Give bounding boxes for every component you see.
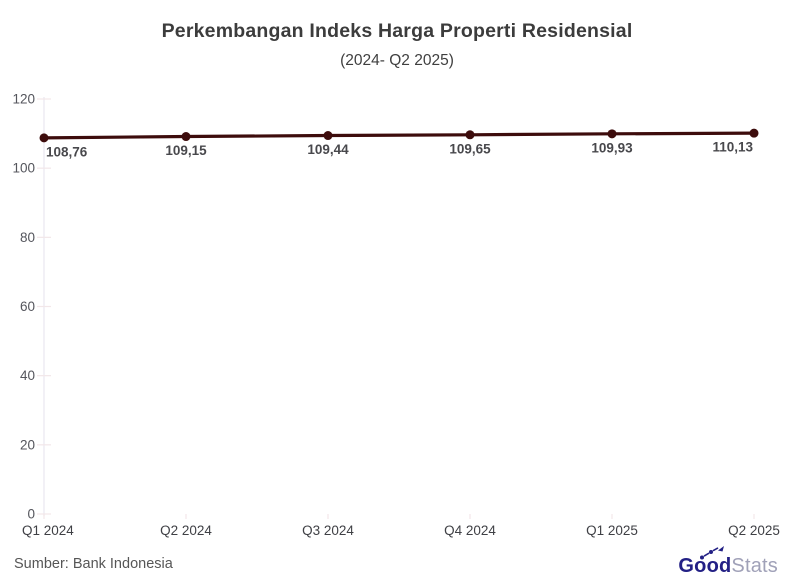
data-point-label: 109,44 xyxy=(307,142,349,157)
y-tick-label: 60 xyxy=(20,299,35,314)
y-tick-label: 100 xyxy=(12,161,35,176)
data-point xyxy=(465,130,475,140)
data-point xyxy=(39,133,49,143)
x-tick-label: Q2 2025 xyxy=(728,523,780,538)
data-point xyxy=(181,132,191,142)
data-point-label: 109,15 xyxy=(165,143,207,158)
x-tick-label: Q1 2024 xyxy=(22,523,74,538)
y-tick-label: 120 xyxy=(12,92,35,107)
data-point-label: 108,76 xyxy=(46,144,88,159)
chart-subtitle: (2024- Q2 2025) xyxy=(340,52,454,69)
logo-text-good: Good xyxy=(678,555,732,577)
y-tick-label: 20 xyxy=(20,437,35,452)
series-line xyxy=(42,131,756,140)
data-point-label: 110,13 xyxy=(712,140,753,155)
data-point xyxy=(323,131,333,141)
x-tick-label: Q1 2025 xyxy=(586,523,638,538)
chart-title: Perkembangan Indeks Harga Properti Resid… xyxy=(161,20,633,42)
x-tick-label: Q2 2024 xyxy=(160,523,212,538)
data-point xyxy=(607,129,617,139)
data-point-label: 109,93 xyxy=(591,140,633,155)
x-tick-label: Q3 2024 xyxy=(302,523,354,538)
y-tick-label: 0 xyxy=(27,507,35,522)
logo-text-stats: Stats xyxy=(731,555,778,577)
y-tick-label: 80 xyxy=(20,230,35,245)
source-note: Sumber: Bank Indonesia xyxy=(14,556,173,572)
goodstats-logo: GoodStats xyxy=(678,546,778,577)
data-point xyxy=(749,128,759,138)
x-tick-label: Q4 2024 xyxy=(444,523,496,538)
sparkline-icon xyxy=(700,546,725,560)
y-tick-label: 40 xyxy=(20,368,35,383)
data-point-label: 109,65 xyxy=(449,141,491,156)
